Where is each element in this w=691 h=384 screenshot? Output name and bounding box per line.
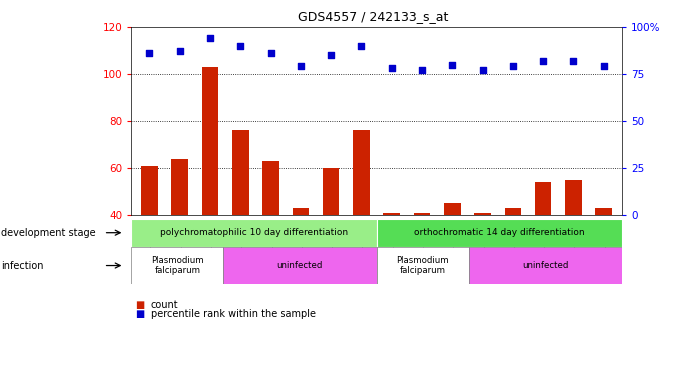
Bar bbox=[414, 213, 430, 215]
Bar bbox=[232, 131, 249, 215]
Bar bbox=[292, 208, 309, 215]
Point bbox=[417, 67, 428, 73]
Bar bbox=[263, 161, 279, 215]
Point bbox=[386, 65, 397, 71]
Bar bbox=[504, 208, 521, 215]
Bar bbox=[141, 166, 158, 215]
Bar bbox=[171, 159, 188, 215]
Point bbox=[477, 67, 488, 73]
Text: Plasmodium
falciparum: Plasmodium falciparum bbox=[151, 256, 204, 275]
Text: infection: infection bbox=[1, 260, 44, 271]
Bar bbox=[202, 67, 218, 215]
Bar bbox=[353, 131, 370, 215]
Point bbox=[265, 50, 276, 56]
Bar bbox=[384, 213, 400, 215]
Point bbox=[447, 61, 458, 68]
Bar bbox=[323, 168, 339, 215]
Text: ■: ■ bbox=[135, 310, 144, 319]
Bar bbox=[131, 247, 223, 284]
Point bbox=[205, 35, 216, 41]
Bar bbox=[596, 208, 612, 215]
Text: count: count bbox=[151, 300, 178, 310]
Text: Plasmodium
falciparum: Plasmodium falciparum bbox=[396, 256, 449, 275]
Point bbox=[174, 48, 185, 55]
Bar bbox=[223, 247, 377, 284]
Bar bbox=[535, 182, 551, 215]
Point bbox=[144, 50, 155, 56]
Bar bbox=[444, 203, 461, 215]
Text: GDS4557 / 242133_s_at: GDS4557 / 242133_s_at bbox=[298, 10, 448, 23]
Bar bbox=[565, 180, 582, 215]
Text: polychromatophilic 10 day differentiation: polychromatophilic 10 day differentiatio… bbox=[160, 228, 348, 237]
Point bbox=[538, 58, 549, 64]
Text: orthochromatic 14 day differentiation: orthochromatic 14 day differentiation bbox=[414, 228, 585, 237]
Point bbox=[598, 63, 609, 70]
Point bbox=[325, 52, 337, 58]
Text: percentile rank within the sample: percentile rank within the sample bbox=[151, 310, 316, 319]
Point bbox=[356, 43, 367, 49]
Text: ■: ■ bbox=[135, 300, 144, 310]
Bar bbox=[377, 247, 468, 284]
Bar bbox=[474, 213, 491, 215]
Bar bbox=[468, 247, 622, 284]
Bar bbox=[131, 219, 377, 247]
Bar bbox=[377, 219, 622, 247]
Text: uninfected: uninfected bbox=[522, 261, 569, 270]
Point bbox=[295, 63, 306, 70]
Point bbox=[507, 63, 518, 70]
Text: development stage: development stage bbox=[1, 228, 95, 238]
Text: uninfected: uninfected bbox=[277, 261, 323, 270]
Point bbox=[568, 58, 579, 64]
Point bbox=[235, 43, 246, 49]
